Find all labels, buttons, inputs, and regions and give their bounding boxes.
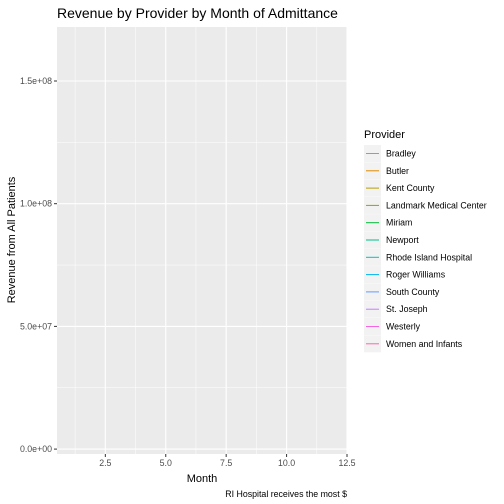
y-axis: 0.0e+00 5.0e+07 1.0e+08 1.5e+08 bbox=[20, 76, 57, 454]
x-axis-title: Month bbox=[187, 473, 218, 485]
x-tick-label: 7.5 bbox=[220, 458, 232, 468]
y-tick-label: 5.0e+07 bbox=[20, 321, 52, 331]
legend-label: Women and Infants bbox=[386, 339, 463, 349]
legend: Provider Bradley Butler Kent County Landmar… bbox=[364, 129, 487, 353]
y-tick-label: 0.0e+00 bbox=[20, 444, 52, 454]
legend-label: Newport bbox=[386, 235, 419, 245]
x-axis: 2.5 5.0 7.5 10.0 12.5 bbox=[99, 454, 356, 468]
legend-label: South County bbox=[386, 287, 440, 297]
legend-label: Butler bbox=[386, 166, 409, 176]
legend-title: Provider bbox=[364, 129, 405, 141]
x-tick-label: 5.0 bbox=[160, 458, 172, 468]
legend-label: Roger Williams bbox=[386, 270, 446, 280]
y-axis-title: Revenue from All Patients bbox=[6, 176, 18, 303]
y-tick-label: 1.5e+08 bbox=[20, 76, 52, 86]
legend-label: Rhode Island Hospital bbox=[386, 252, 472, 262]
x-tick-label: 2.5 bbox=[99, 458, 111, 468]
legend-label: St. Joseph bbox=[386, 304, 428, 314]
major-gridlines bbox=[57, 27, 348, 454]
legend-label: Bradley bbox=[386, 149, 416, 159]
legend-label: Landmark Medical Center bbox=[386, 200, 487, 210]
y-tick-label: 1.0e+08 bbox=[20, 199, 52, 209]
x-tick-label: 10.0 bbox=[278, 458, 295, 468]
legend-label: Miriam bbox=[386, 218, 412, 228]
legend-label: Westerly bbox=[386, 322, 421, 332]
x-tick-label: 12.5 bbox=[338, 458, 355, 468]
legend-label: Kent County bbox=[386, 183, 435, 193]
plot-panel bbox=[57, 27, 347, 454]
chart-title: Revenue by Provider by Month of Admittan… bbox=[57, 5, 338, 21]
chart-caption: RI Hospital receives the most $ bbox=[225, 489, 347, 499]
